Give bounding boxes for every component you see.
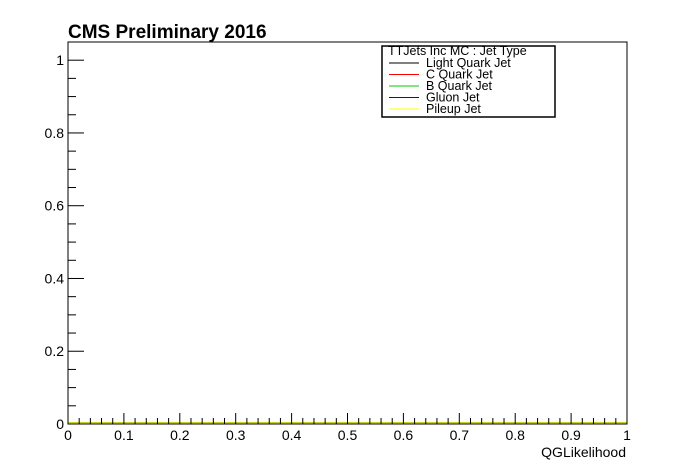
y-tick-label: 0 <box>56 416 64 432</box>
x-axis-label: QGLikelihood <box>541 444 626 460</box>
x-tick-label: 0 <box>64 427 72 443</box>
x-tick-label: 0.6 <box>394 427 414 443</box>
chart-title: CMS Preliminary 2016 <box>68 22 267 43</box>
x-tick-label: 0.9 <box>561 427 581 443</box>
legend-entry-label: C Quark Jet <box>426 68 493 82</box>
x-axis: 0 0.1 0.2 0.3 0.4 0.5 0.6 0.7 0.8 0.9 1 <box>64 413 631 443</box>
legend-entry-label: Pileup Jet <box>426 102 481 116</box>
y-tick-label: 0.2 <box>45 343 65 359</box>
y-tick-label: 0.8 <box>45 125 65 141</box>
y-tick-label: 1 <box>56 52 64 68</box>
x-tick-label: 0.5 <box>338 427 358 443</box>
legend: TTJets Inc MC : Jet Type Light Quark Jet… <box>381 44 556 118</box>
x-tick-label: 0.3 <box>226 427 246 443</box>
x-tick-label: 1 <box>623 427 631 443</box>
x-tick-label: 0.2 <box>170 427 190 443</box>
legend-entry-label: Gluon Jet <box>426 91 480 105</box>
x-tick-label: 0.7 <box>450 427 470 443</box>
legend-title: TTJets Inc MC : Jet Type <box>388 44 527 58</box>
x-tick-label: 0.1 <box>114 427 134 443</box>
x-tick-label: 0.8 <box>505 427 525 443</box>
y-tick-label: 0.6 <box>45 198 65 214</box>
x-tick-label: 0.4 <box>282 427 302 443</box>
y-axis: 0 0.2 0.4 0.6 0.8 1 <box>45 41 84 432</box>
legend-entry-label: Light Quark Jet <box>426 56 511 70</box>
y-tick-label: 0.4 <box>45 270 65 286</box>
legend-entry-label: B Quark Jet <box>426 79 493 93</box>
legend-box <box>381 45 556 118</box>
